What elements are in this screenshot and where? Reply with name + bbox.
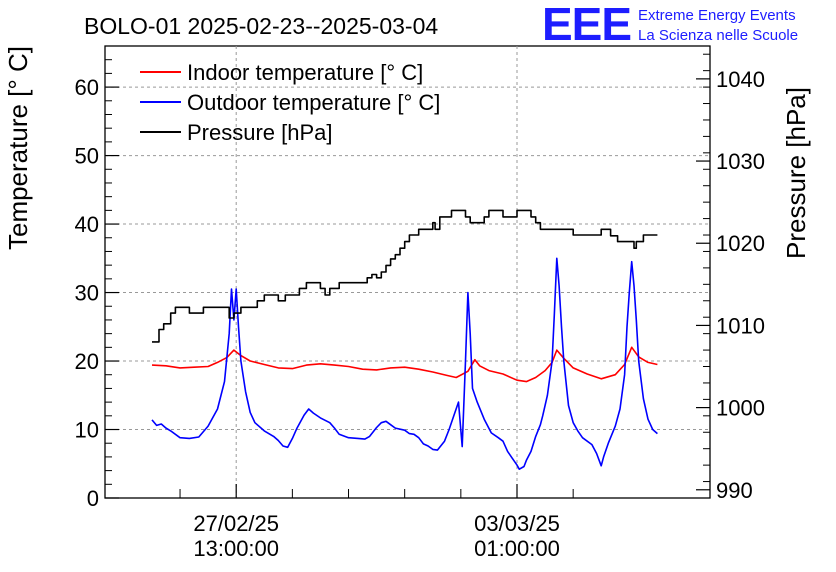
chart-title: BOLO-01 2025-02-23--2025-03-04 xyxy=(84,13,438,39)
legend-label-pressure: Pressure [hPa] xyxy=(187,120,333,145)
series-line-pressure xyxy=(152,209,658,343)
legend-label-outdoor: Outdoor temperature [° C] xyxy=(187,90,440,115)
y-tick-label: 20 xyxy=(75,349,99,374)
y-tick-label: 30 xyxy=(75,281,99,306)
y2-axis-label: Pressure [hPa] xyxy=(781,87,811,259)
logo-line-2: La Scienza nelle Scuole xyxy=(638,27,798,44)
eee-logo: EEE Extreme Energy Events La Scienza nel… xyxy=(542,0,798,50)
x-tick-label-date: 03/03/25 xyxy=(474,511,560,536)
y2-tick-label: 1020 xyxy=(716,231,765,256)
series-line-outdoor xyxy=(151,257,658,470)
x-tick-label-time: 13:00:00 xyxy=(193,536,279,561)
y2-tick-label: 1040 xyxy=(716,67,765,92)
y-axis-label: Temperature [° C] xyxy=(3,46,33,250)
y-tick-label: 60 xyxy=(75,75,99,100)
logo-mark: EEE xyxy=(542,0,631,50)
y-tick-label: 10 xyxy=(75,418,99,443)
right-axis-tick-labels: 990 1000 1010 1020 1030 1040 xyxy=(716,67,765,503)
axis-ticks xyxy=(105,53,710,499)
x-tick-label-time: 01:00:00 xyxy=(474,536,560,561)
series-line-indoor xyxy=(151,346,658,383)
y2-tick-label: 1030 xyxy=(716,149,765,174)
x-tick-label-date: 27/02/25 xyxy=(193,511,279,536)
legend-label-indoor: Indoor temperature [° C] xyxy=(187,60,423,85)
y2-tick-label: 990 xyxy=(716,478,753,503)
logo-line-1: Extreme Energy Events xyxy=(638,7,796,24)
y2-tick-label: 1010 xyxy=(716,313,765,338)
left-axis-tick-labels: 0 10 20 30 40 50 60 xyxy=(75,75,99,511)
plot-frame xyxy=(104,45,711,499)
grid xyxy=(105,46,710,498)
y-tick-label: 50 xyxy=(75,144,99,169)
series-lines xyxy=(151,209,658,470)
y-tick-label: 0 xyxy=(87,486,99,511)
legend: Indoor temperature [° C] Outdoor temperat… xyxy=(140,60,440,145)
y2-tick-label: 1000 xyxy=(716,396,765,421)
y-tick-label: 40 xyxy=(75,212,99,237)
